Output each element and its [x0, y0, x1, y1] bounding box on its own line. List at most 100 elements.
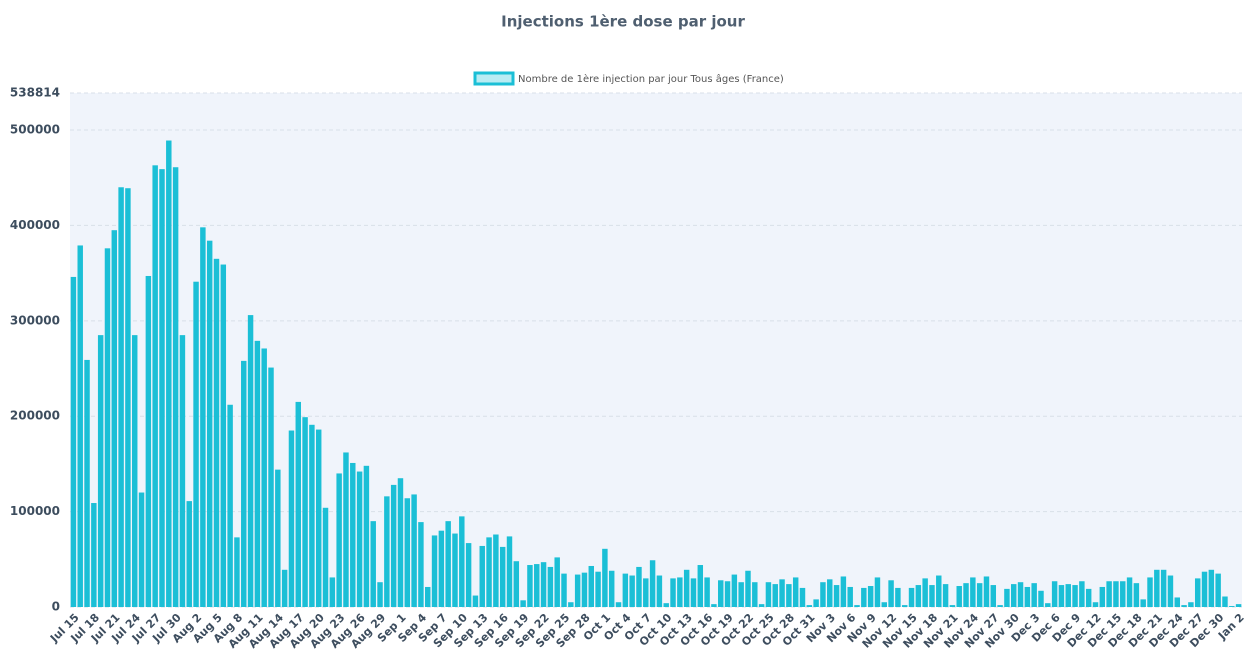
- bar: [97, 335, 104, 607]
- bar: [677, 577, 683, 607]
- bar: [915, 585, 922, 607]
- bar: [1140, 599, 1146, 607]
- y-tick-label: 0: [52, 600, 60, 614]
- bar: [738, 582, 744, 607]
- y-tick-label: 400000: [10, 218, 60, 232]
- bar: [602, 548, 608, 607]
- bar: [1004, 588, 1010, 607]
- bar: [479, 545, 485, 607]
- bar: [241, 360, 247, 607]
- bar: [220, 264, 227, 607]
- bar: [1222, 596, 1228, 607]
- bar: [288, 430, 295, 607]
- bar: [799, 587, 806, 607]
- bar: [315, 429, 322, 607]
- bar: [765, 582, 772, 607]
- bar: [622, 573, 629, 607]
- bar: [554, 557, 560, 607]
- bar: [731, 574, 738, 607]
- bar: [166, 140, 172, 608]
- bar: [745, 570, 751, 607]
- bar: [104, 248, 111, 608]
- bar: [963, 583, 969, 607]
- bar: [179, 335, 186, 607]
- bar: [833, 585, 840, 607]
- bar: [118, 187, 124, 608]
- bar: [936, 575, 942, 607]
- bar: [608, 570, 615, 607]
- bar: [302, 417, 308, 607]
- bar: [670, 578, 676, 607]
- bar: [956, 586, 962, 607]
- bar: [520, 600, 526, 607]
- bar: [568, 602, 574, 607]
- bar: [527, 565, 533, 607]
- y-tick-label: 200000: [10, 409, 60, 423]
- bar: [683, 569, 690, 607]
- bar: [1099, 586, 1106, 607]
- bar: [840, 576, 847, 607]
- bar: [908, 587, 915, 607]
- bar: [656, 575, 663, 607]
- bar: [370, 521, 376, 607]
- bar: [275, 469, 281, 607]
- bar: [322, 507, 329, 607]
- bar: [615, 602, 622, 607]
- y-tick-label: 100000: [10, 504, 60, 518]
- bar: [1201, 571, 1208, 607]
- bar: [125, 188, 131, 607]
- bar: [445, 521, 451, 607]
- bar: [132, 335, 138, 607]
- bar: [1031, 583, 1037, 607]
- bar: [697, 565, 704, 607]
- bar: [234, 537, 240, 607]
- bar: [431, 535, 438, 607]
- bar: [411, 494, 417, 607]
- bar: [343, 452, 349, 607]
- bar: [193, 281, 199, 607]
- bar: [1113, 581, 1119, 607]
- bar: [806, 605, 813, 607]
- bar: [111, 230, 118, 608]
- bar: [506, 536, 513, 607]
- bar: [438, 530, 445, 607]
- bar: [152, 165, 158, 607]
- bar: [1174, 597, 1180, 607]
- bar: [867, 586, 874, 607]
- bar: [377, 582, 383, 607]
- bar: [268, 367, 274, 607]
- bar: [84, 359, 90, 607]
- bar: [690, 578, 697, 607]
- bar: [1024, 586, 1031, 607]
- bar: [901, 605, 908, 607]
- bar: [397, 478, 404, 607]
- bar: [281, 569, 288, 607]
- bar: [1181, 605, 1187, 607]
- bar: [649, 560, 656, 607]
- bar: [976, 583, 983, 607]
- bar: [186, 501, 192, 607]
- bar: [172, 167, 179, 607]
- bar: [77, 245, 83, 607]
- bar: [792, 577, 799, 607]
- bar: [1120, 581, 1126, 607]
- bar: [254, 340, 261, 607]
- bar: [452, 533, 458, 607]
- bar: [758, 604, 765, 607]
- bar: [499, 546, 506, 607]
- bar: [350, 462, 356, 607]
- bar: [718, 580, 724, 607]
- bar: [418, 522, 424, 607]
- bar: [861, 587, 867, 607]
- y-tick-label: 500000: [10, 123, 60, 137]
- bar: [513, 561, 520, 607]
- bar: [1147, 577, 1153, 607]
- bar: [1106, 581, 1112, 607]
- bar: [574, 574, 581, 607]
- bar: [465, 543, 472, 607]
- bar: [329, 577, 336, 607]
- bar: [261, 348, 267, 607]
- bar: [145, 275, 152, 607]
- bar: [895, 587, 901, 607]
